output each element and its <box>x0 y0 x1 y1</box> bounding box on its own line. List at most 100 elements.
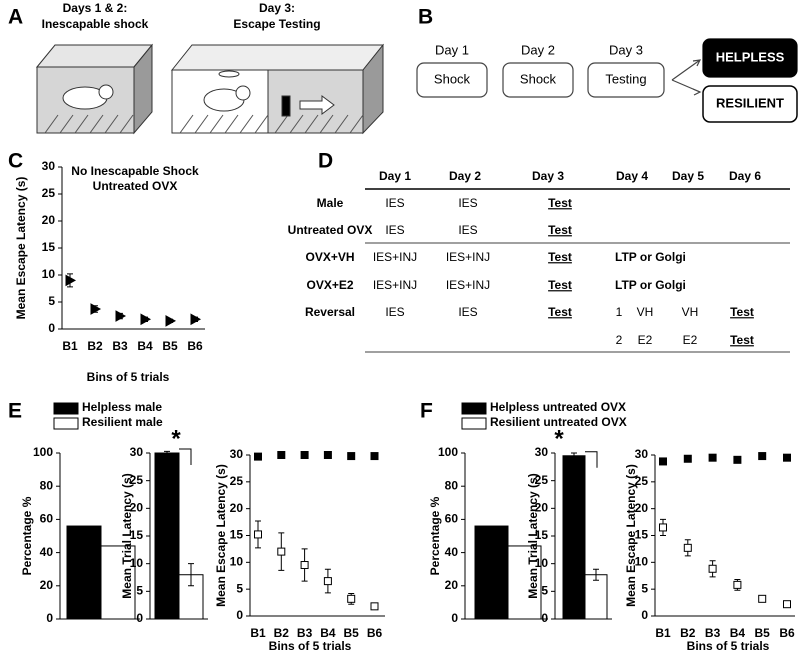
x-tick-label: B4 <box>320 626 336 640</box>
outcome: RESILIENT <box>716 95 784 110</box>
marker <box>783 453 791 462</box>
table-cell: VH <box>682 305 699 319</box>
cage-title: Day 3: <box>259 1 295 15</box>
marker <box>347 594 356 603</box>
x-tick-label: B3 <box>297 626 313 640</box>
x-tick-label: B6 <box>367 626 383 640</box>
marker <box>277 451 286 459</box>
y-tick-label: 100 <box>438 445 458 459</box>
marker <box>277 547 286 556</box>
y-tick-label: 5 <box>236 581 243 595</box>
marker <box>733 455 742 464</box>
x-axis-label: Bins of 5 trials <box>269 639 352 653</box>
legend-label: Resilient male <box>82 415 163 429</box>
bar <box>562 455 586 620</box>
cage-right <box>170 43 385 135</box>
panel-label: E <box>8 400 22 423</box>
row-label: Untreated OVX <box>288 223 373 237</box>
y-tick-label: 60 <box>40 512 54 526</box>
table-header: Day 3 <box>532 169 564 183</box>
step-label: Shock <box>520 71 557 86</box>
y-tick-label: 5 <box>641 581 648 595</box>
row-label: OVX+VH <box>305 250 354 264</box>
y-tick-label: 10 <box>130 556 144 570</box>
marker <box>733 580 742 589</box>
annotation: Untreated OVX <box>93 179 178 193</box>
bar <box>154 452 180 620</box>
y-tick-label: 0 <box>641 608 648 622</box>
y-tick-label: 10 <box>635 555 649 569</box>
x-tick-label: B3 <box>112 339 128 353</box>
flow-diagram <box>416 38 798 123</box>
legend-swatch <box>461 417 487 430</box>
marker <box>708 564 717 573</box>
table-header: Day 1 <box>379 169 411 183</box>
table-cell: IES <box>458 305 477 319</box>
step-day: Day 1 <box>435 42 469 57</box>
y-tick-label: 25 <box>635 474 649 488</box>
y-tick-label: 15 <box>635 528 649 542</box>
cage-left <box>35 43 154 135</box>
marker <box>659 523 667 532</box>
x-tick-label: B1 <box>62 339 78 353</box>
cage-title: Escape Testing <box>233 17 320 31</box>
y-tick-label: 30 <box>42 159 56 173</box>
y-tick-label: 100 <box>33 445 53 459</box>
table-cell: IES <box>385 223 404 237</box>
y-tick-label: 0 <box>48 321 55 335</box>
annotation: * <box>554 425 564 452</box>
error-bar <box>164 450 170 456</box>
y-tick-label: 30 <box>230 447 244 461</box>
y-tick-label: 25 <box>130 473 144 487</box>
table-header: Day 4 <box>616 169 648 183</box>
table-cell: Test <box>548 250 572 264</box>
panel-label: F <box>420 400 433 423</box>
step-day: Day 2 <box>521 42 555 57</box>
panel-label: A <box>8 6 23 29</box>
y-tick-label: 0 <box>541 611 548 625</box>
step-label: Shock <box>434 71 471 86</box>
x-tick-label: B2 <box>274 626 290 640</box>
x-tick-label: B2 <box>680 626 696 640</box>
y-tick-label: 0 <box>46 611 53 625</box>
table-rules <box>365 188 790 353</box>
table-cell: Test <box>730 305 754 319</box>
table-cell: E2 <box>683 333 698 347</box>
table-cell: IES+INJ <box>446 278 490 292</box>
y-tick-label: 0 <box>451 611 458 625</box>
table-cell: LTP or Golgi <box>615 250 686 264</box>
table-header: Day 6 <box>729 169 761 183</box>
y-tick-label: 25 <box>535 473 549 487</box>
y-tick-label: 20 <box>445 578 459 592</box>
marker <box>115 310 127 322</box>
marker <box>683 454 692 463</box>
table-cell: LTP or Golgi <box>615 278 686 292</box>
y-tick-label: 20 <box>635 501 649 515</box>
table-header: Day 5 <box>672 169 704 183</box>
y-tick-label: 10 <box>230 555 244 569</box>
table-cell: Test <box>548 196 572 210</box>
y-axis-label: Mean Trial Latency (s) <box>526 473 540 598</box>
y-tick-label: 25 <box>42 186 56 200</box>
marker <box>254 452 262 461</box>
y-axis-label: Mean Escape Latency (s) <box>14 177 28 320</box>
error-bar <box>571 452 577 460</box>
table-cell: IES <box>458 196 477 210</box>
marker <box>323 577 332 586</box>
marker <box>347 452 356 461</box>
legend-label: Helpless untreated OVX <box>490 400 626 414</box>
marker <box>323 451 332 459</box>
x-axis-label: Bins of 5 trials <box>87 370 170 384</box>
x-tick-label: B4 <box>730 626 746 640</box>
y-tick-label: 15 <box>42 240 56 254</box>
marker <box>758 452 767 461</box>
panel-label: C <box>8 150 23 173</box>
table-cell: 1 <box>616 305 623 319</box>
marker <box>370 452 379 461</box>
significance-bracket <box>585 451 598 468</box>
y-tick-label: 25 <box>230 474 244 488</box>
y-tick-label: 5 <box>541 584 548 598</box>
table-cell: Test <box>548 305 572 319</box>
y-tick-label: 20 <box>230 501 244 515</box>
marker <box>708 453 717 462</box>
